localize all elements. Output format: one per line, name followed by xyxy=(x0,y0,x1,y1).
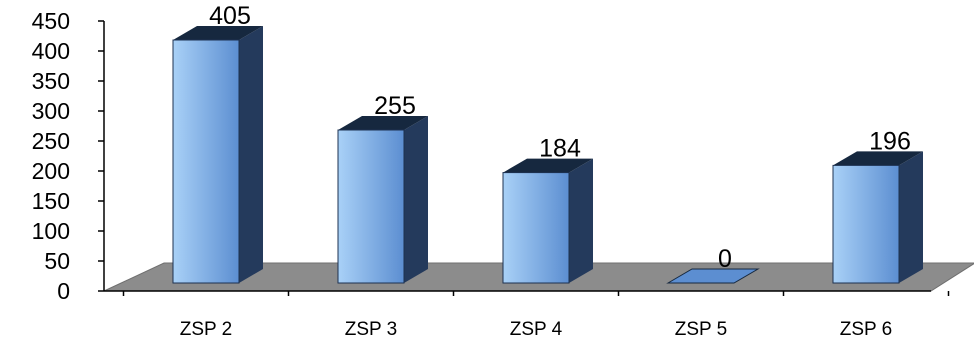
bar-front-face xyxy=(502,172,570,284)
bar-top-face xyxy=(173,26,263,40)
bar-value-label: 255 xyxy=(374,92,416,120)
bar xyxy=(666,268,760,284)
x-axis: ZSP 2 ZSP 3 ZSP 4 ZSP 5 ZSP 6 xyxy=(104,290,950,338)
bar-top-face xyxy=(666,268,760,284)
x-category-label: ZSP 6 xyxy=(840,319,892,338)
y-tick-label: 300 xyxy=(32,98,70,124)
y-tick-label: 450 xyxy=(32,8,70,34)
bar-side-face xyxy=(569,158,593,283)
y-tick-label: 50 xyxy=(44,248,70,274)
y-tick-label: 0 xyxy=(57,278,70,304)
bar xyxy=(172,26,263,284)
y-axis: 0 50 100 150 200 250 300 350 400 450 xyxy=(32,8,105,304)
bar-side-face xyxy=(899,151,923,283)
x-category-label: ZSP 5 xyxy=(675,319,727,338)
y-tick-label: 350 xyxy=(32,68,70,94)
bar-side-face xyxy=(239,26,263,283)
x-category-label: ZSP 2 xyxy=(180,319,232,338)
bar-value-label: 196 xyxy=(869,127,911,155)
bar-top-face xyxy=(338,116,428,130)
bar-value-label: 184 xyxy=(539,135,581,163)
bar-value-label: 405 xyxy=(209,2,251,30)
bar-front-face xyxy=(172,39,240,284)
bar xyxy=(337,116,428,284)
bar xyxy=(502,158,593,284)
bar xyxy=(832,151,923,284)
bars xyxy=(172,26,923,284)
bar-front-face xyxy=(337,129,405,284)
bar-top-face xyxy=(503,158,593,173)
x-category-label: ZSP 3 xyxy=(345,319,397,338)
x-category-label: ZSP 4 xyxy=(510,319,563,338)
data-labels: 405 255 184 0 196 xyxy=(209,2,911,273)
bar-side-face xyxy=(404,116,428,283)
bar-front-face xyxy=(832,164,900,284)
y-tick-label: 150 xyxy=(32,188,70,214)
y-tick-label: 400 xyxy=(32,38,70,64)
bar-top-face xyxy=(833,151,923,166)
y-tick-label: 200 xyxy=(32,158,70,184)
y-tick-label: 250 xyxy=(32,128,70,154)
y-tick-label: 100 xyxy=(32,218,70,244)
bar-value-label: 0 xyxy=(718,245,732,273)
